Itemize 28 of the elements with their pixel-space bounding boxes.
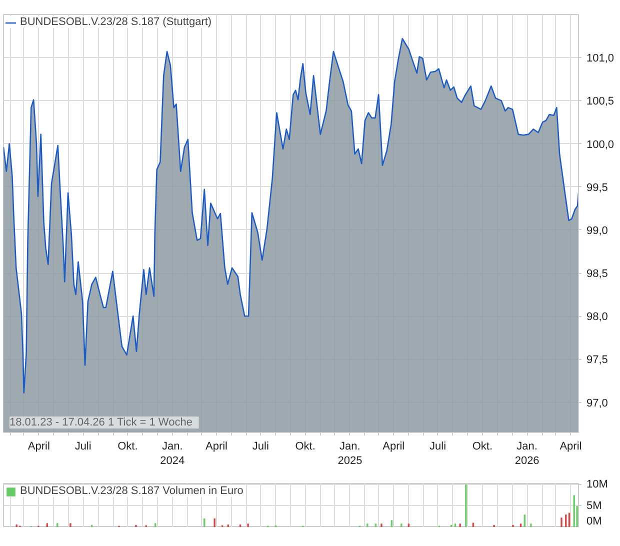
x-tick-label: April — [560, 440, 582, 452]
x-tick-label: Jan. 2026 — [514, 440, 540, 467]
y-tick-label: 97,5 — [586, 354, 608, 366]
y-tick-label: 99,5 — [586, 182, 608, 194]
legend-label: BUNDESOBL.V.23/28 S.187 (Stuttgart) — [20, 16, 212, 28]
x-tick-label: April — [382, 440, 405, 452]
x-tick-label: April — [28, 440, 50, 452]
y-tick-label: 101,0 — [586, 52, 614, 65]
x-tick-label: Jan. 2024 — [160, 440, 185, 467]
x-tick-label: Okt. — [472, 440, 493, 452]
y-tick-label: 10M — [586, 478, 608, 490]
x-tick-label: Okt. — [295, 440, 316, 452]
y-tick-label: 0M — [586, 516, 602, 528]
y-tick-label: 98,0 — [586, 311, 608, 324]
y-tick-label: 99,0 — [586, 224, 608, 237]
x-tick-label: Okt. — [118, 440, 138, 452]
y-tick-label: 100,5 — [586, 96, 614, 108]
y-tick-label: 98,5 — [586, 268, 608, 280]
x-tick-label: Juli — [252, 440, 269, 452]
y-tick-label: 100,0 — [586, 138, 614, 151]
x-tick-label: Jan. 2025 — [338, 440, 362, 467]
x-tick-label: April — [206, 440, 228, 452]
y-tick-label: 97,0 — [586, 397, 608, 410]
y-tick-label: 5M — [586, 500, 602, 512]
x-tick-label: Juli — [74, 440, 92, 452]
legend-label: BUNDESOBL.V.23/28 S.187 Volumen in Euro — [20, 485, 244, 497]
x-tick-label: Juli — [430, 440, 446, 452]
annotation: 18.01.23 - 17.04.26 1 Tick = 1 Woche — [10, 416, 192, 428]
